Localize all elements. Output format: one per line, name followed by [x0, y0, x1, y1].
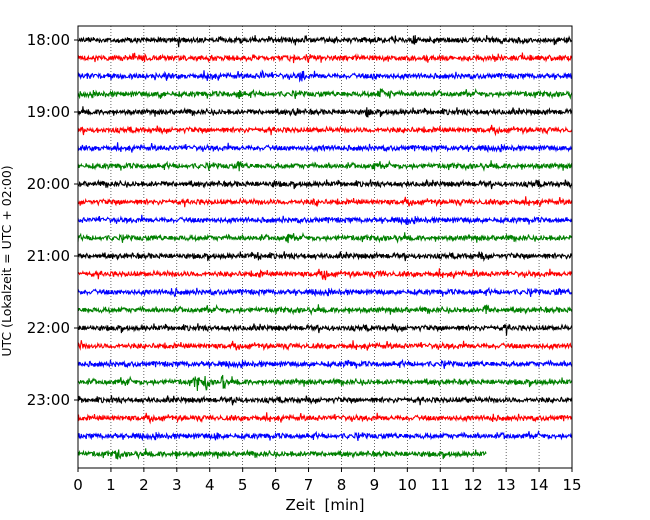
x-tick-label: 2 [139, 476, 149, 494]
trace-2130 [77, 286, 573, 298]
y-tick-label: 23:00 [27, 391, 70, 409]
trace-1815 [77, 52, 572, 64]
trace-2230 [77, 358, 573, 370]
trace-2345 [77, 448, 487, 460]
trace-2145 [77, 303, 573, 316]
x-tick-label: 1 [106, 476, 116, 494]
trace-2330 [77, 429, 573, 442]
trace-1945 [77, 159, 573, 172]
trace-2015 [77, 196, 573, 208]
x-axis-ticks: 0 1 2 3 4 5 6 7 8 9 10 11 12 13 14 15 [73, 468, 582, 494]
x-tick-label: 15 [562, 476, 581, 494]
x-tick-label: 6 [271, 476, 281, 494]
trace-1900 [77, 106, 573, 118]
y-tick-label: 20:00 [27, 175, 70, 193]
x-tick-label: 4 [205, 476, 215, 494]
trace-2000 [77, 178, 573, 190]
trace-2100 [77, 251, 573, 263]
plot-frame [77, 25, 573, 469]
x-tick-label: 0 [73, 476, 83, 494]
trace-2245 [77, 374, 573, 392]
trace-1830 [77, 69, 573, 83]
trace-1845 [77, 87, 573, 100]
x-tick-label: 12 [464, 476, 483, 494]
x-axis-label: Zeit [min] [285, 496, 364, 514]
trace-1930 [77, 142, 573, 154]
y-axis-ticks: 18:00 19:00 20:00 21:00 22:00 23:00 [27, 31, 78, 409]
trace-2215 [77, 340, 573, 352]
trace-2030 [77, 214, 573, 226]
x-tick-label: 11 [431, 476, 450, 494]
trace-1800 [77, 34, 573, 48]
y-axis-label: UTC (Lokalzeit = UTC + 02:00) [0, 165, 14, 356]
trace-2300 [77, 395, 573, 406]
x-tick-label: 3 [172, 476, 182, 494]
x-tick-label: 9 [370, 476, 380, 494]
trace-2315 [77, 412, 573, 425]
y-tick-label: 19:00 [27, 103, 70, 121]
x-tick-label: 14 [530, 476, 549, 494]
x-tick-label: 5 [238, 476, 248, 494]
trace-2115 [77, 268, 573, 281]
seismic-traces [77, 34, 573, 460]
x-tick-label: 13 [497, 476, 516, 494]
trace-1915 [77, 124, 573, 137]
trace-2200 [77, 322, 573, 336]
trace-2045 [77, 231, 573, 244]
x-tick-label: 7 [304, 476, 314, 494]
y-tick-label: 21:00 [27, 247, 70, 265]
x-tick-label: 10 [398, 476, 417, 494]
y-tick-label: 22:00 [27, 319, 70, 337]
x-tick-label: 8 [337, 476, 347, 494]
y-tick-label: 18:00 [27, 31, 70, 49]
